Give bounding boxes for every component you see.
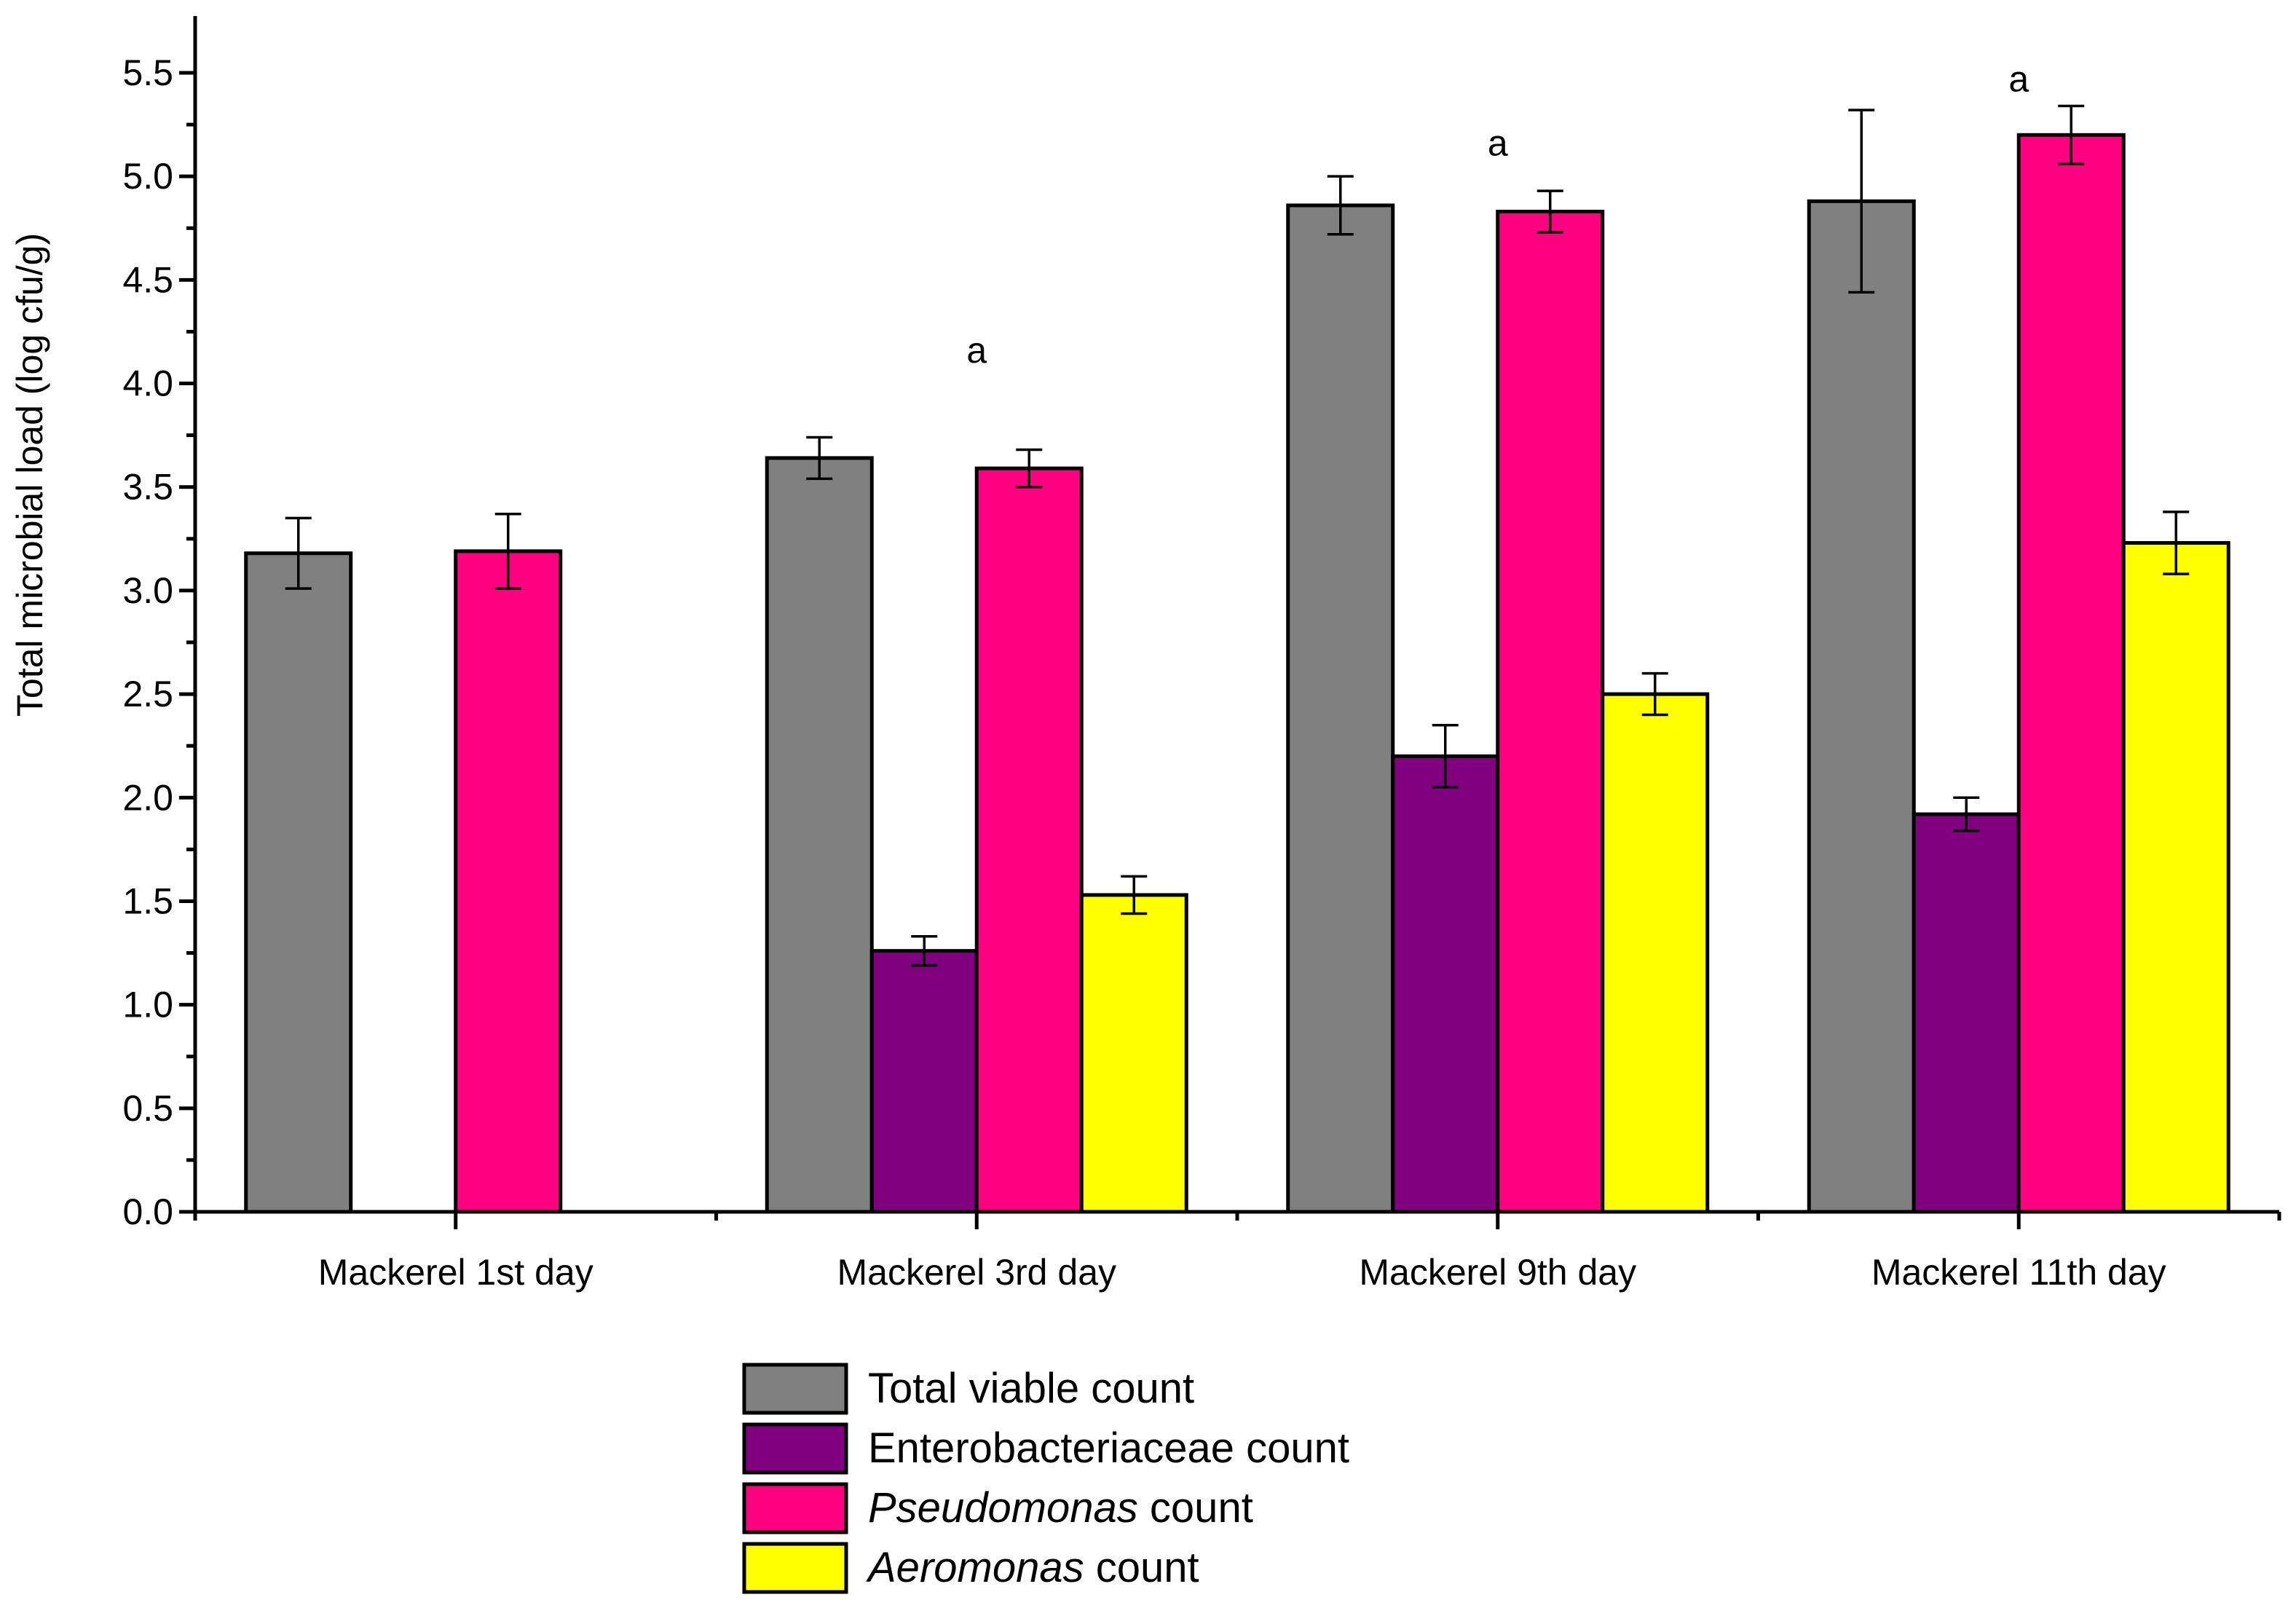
significance-label: a	[1488, 123, 1508, 164]
bar	[1391, 754, 1500, 1214]
bar	[2121, 541, 2230, 1214]
y-tick-label: 1.0	[122, 985, 173, 1025]
legend-swatch	[742, 1363, 848, 1415]
legend-label: Aeromonas count	[866, 1544, 1199, 1591]
x-tick-label: Mackerel 1st day	[318, 1252, 593, 1293]
y-tick-label: 5.0	[122, 156, 173, 197]
error-bar	[1327, 175, 1354, 236]
legend: Total viable count Enterobacteriaceae cou…	[742, 1363, 1349, 1594]
bar	[765, 456, 874, 1214]
error-bar	[1953, 796, 1980, 832]
error-bar	[1432, 723, 1459, 789]
error-bar	[1641, 671, 1668, 717]
error-bar	[2163, 511, 2190, 575]
y-tick-label: 0.0	[122, 1191, 173, 1232]
significance-annotations: a a a	[966, 59, 2029, 371]
significance-label: a	[2008, 59, 2029, 100]
y-tick-label: 2.0	[122, 777, 173, 818]
y-tick-label: 1.5	[122, 880, 173, 921]
error-bar	[285, 516, 312, 590]
bar	[869, 949, 979, 1214]
x-tick-label: Mackerel 3rd day	[837, 1252, 1117, 1293]
y-tick-label: 5.5	[122, 52, 173, 93]
bar	[1912, 812, 2021, 1214]
error-bar	[2058, 104, 2085, 165]
bar	[1601, 692, 1710, 1214]
x-tick-label: Mackerel 9th day	[1359, 1252, 1636, 1293]
error-bar	[911, 935, 938, 967]
error-bars	[285, 104, 2190, 967]
legend-label: Enterobacteriaceae count	[868, 1424, 1349, 1472]
bars	[244, 133, 2230, 1214]
error-bar	[1848, 109, 1875, 294]
error-bar	[1016, 448, 1043, 489]
error-bar	[494, 512, 521, 590]
x-tick-label: Mackerel 11th day	[1871, 1252, 2166, 1293]
bar	[1496, 210, 1605, 1214]
bar	[974, 466, 1084, 1214]
y-tick-label: 2.5	[122, 674, 173, 714]
y-axis-title: Total microbial load (log cfu/g)	[9, 233, 50, 717]
error-bar	[806, 436, 833, 481]
y-tick-label: 4.0	[122, 363, 173, 404]
bar	[244, 551, 353, 1214]
legend-label: Total viable count	[868, 1365, 1194, 1412]
y-tick-label: 4.5	[122, 259, 173, 300]
y-tick-label: 3.5	[122, 467, 173, 508]
y-tick-label: 0.5	[122, 1088, 173, 1129]
bar	[1807, 199, 1916, 1214]
error-bar	[1121, 875, 1148, 915]
bar	[1079, 893, 1188, 1214]
bar	[454, 549, 563, 1214]
y-tick-label: 3.0	[122, 570, 173, 611]
error-bar	[1536, 189, 1563, 234]
legend-swatch	[742, 1542, 848, 1594]
legend-swatch	[742, 1482, 848, 1534]
bar	[1286, 203, 1395, 1214]
bar	[2016, 133, 2126, 1214]
legend-label: Pseudomonas count	[868, 1484, 1253, 1532]
significance-label: a	[966, 330, 987, 371]
legend-swatch	[742, 1422, 848, 1475]
